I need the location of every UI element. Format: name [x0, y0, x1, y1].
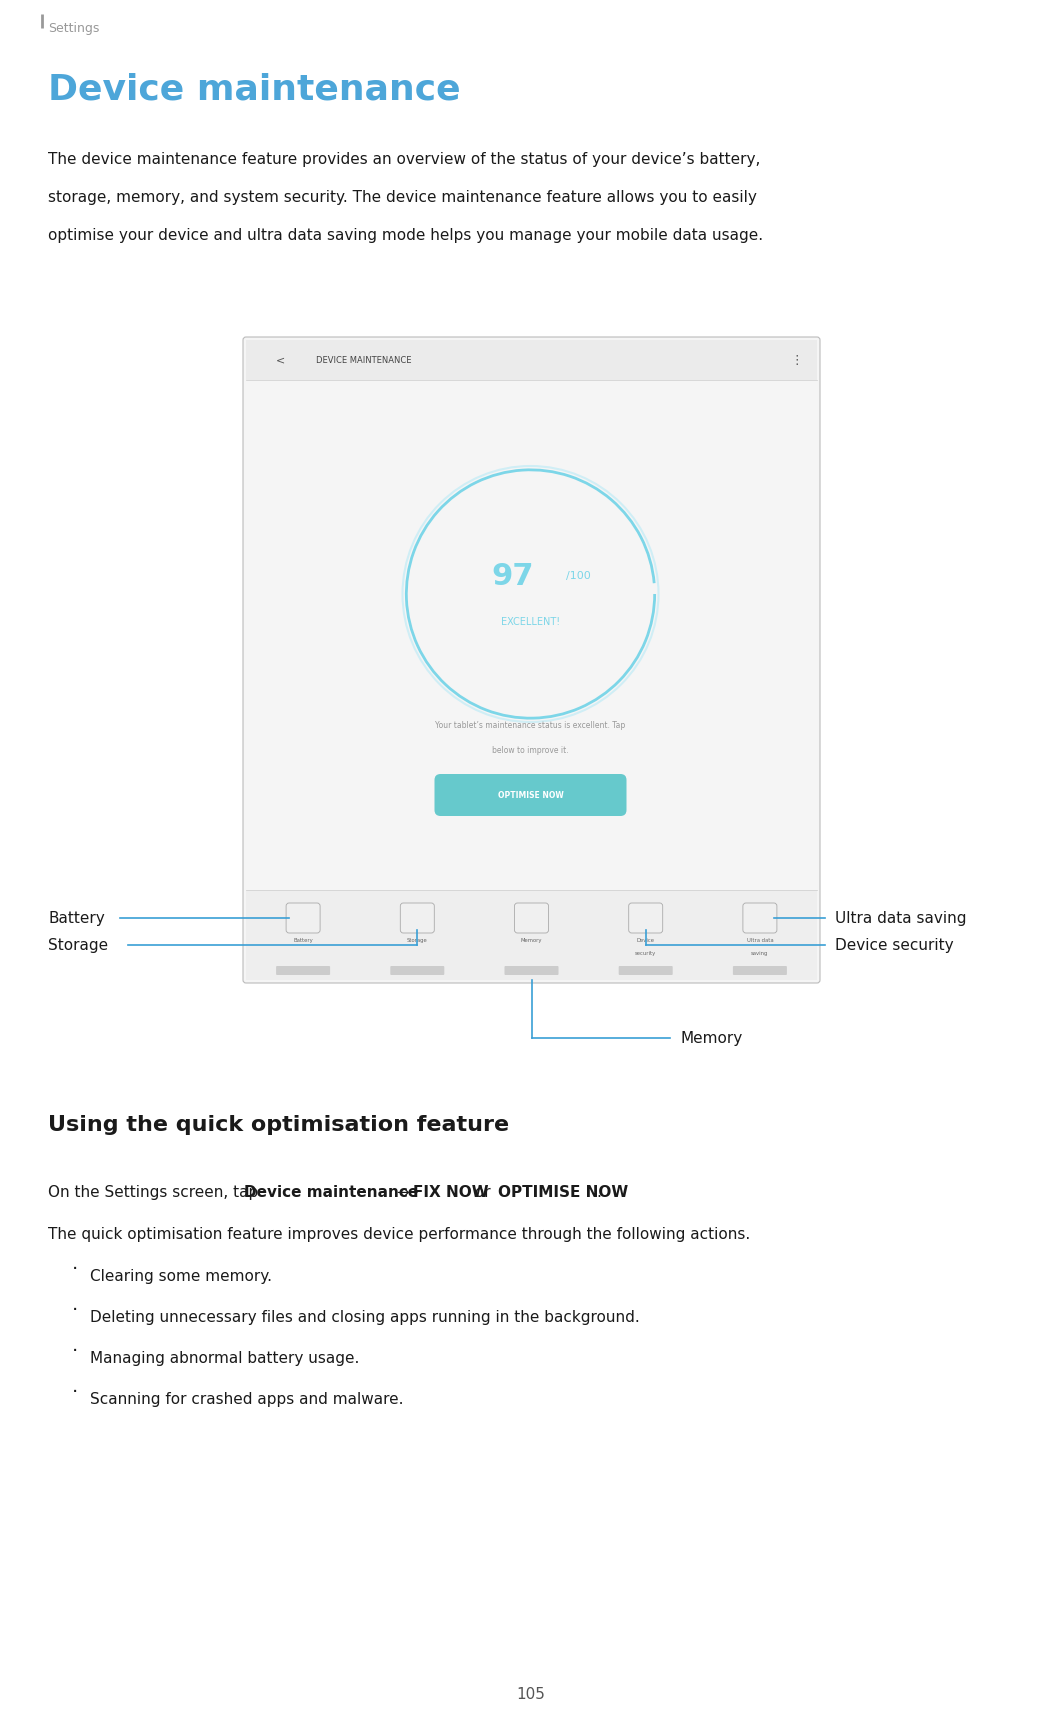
- FancyBboxPatch shape: [629, 902, 663, 933]
- Text: Deleting unnecessary files and closing apps running in the background.: Deleting unnecessary files and closing a…: [90, 1310, 640, 1325]
- Text: 97: 97: [491, 562, 534, 591]
- Text: Device maintenance: Device maintenance: [48, 72, 460, 107]
- FancyBboxPatch shape: [619, 966, 673, 975]
- FancyBboxPatch shape: [504, 966, 558, 975]
- Text: OPTIMISE NOW: OPTIMISE NOW: [498, 791, 563, 799]
- Bar: [246, 340, 817, 380]
- Text: security: security: [636, 951, 657, 956]
- Text: optimise your device and ultra data saving mode helps you manage your mobile dat: optimise your device and ultra data savi…: [48, 229, 763, 242]
- Text: FIX NOW: FIX NOW: [413, 1184, 488, 1200]
- Text: .: .: [596, 1184, 602, 1200]
- Text: Storage: Storage: [407, 939, 428, 944]
- Text: ·: ·: [72, 1260, 79, 1279]
- Text: below to improve it.: below to improve it.: [492, 746, 569, 755]
- Text: saving: saving: [751, 951, 768, 956]
- Text: OPTIMISE NOW: OPTIMISE NOW: [498, 1184, 628, 1200]
- Text: Battery: Battery: [48, 911, 105, 925]
- Text: The device maintenance feature provides an overview of the status of your device: The device maintenance feature provides …: [48, 151, 761, 167]
- Text: Clearing some memory.: Clearing some memory.: [90, 1269, 272, 1284]
- Text: or: or: [470, 1184, 495, 1200]
- Text: Your tablet’s maintenance status is excellent. Tap: Your tablet’s maintenance status is exce…: [435, 720, 626, 729]
- Text: DEVICE MAINTENANCE: DEVICE MAINTENANCE: [316, 356, 412, 364]
- Text: 105: 105: [516, 1686, 545, 1702]
- Text: ·: ·: [72, 1384, 79, 1403]
- FancyBboxPatch shape: [743, 902, 777, 933]
- FancyBboxPatch shape: [435, 774, 626, 817]
- Text: /100: /100: [567, 571, 591, 581]
- Text: Ultra data: Ultra data: [747, 939, 773, 944]
- Text: Device maintenance: Device maintenance: [244, 1184, 418, 1200]
- FancyBboxPatch shape: [400, 902, 434, 933]
- Text: Device security: Device security: [835, 937, 954, 952]
- FancyBboxPatch shape: [390, 966, 445, 975]
- Text: Using the quick optimisation feature: Using the quick optimisation feature: [48, 1116, 509, 1135]
- Text: Storage: Storage: [48, 937, 108, 952]
- Text: Managing abnormal battery usage.: Managing abnormal battery usage.: [90, 1351, 360, 1367]
- Text: storage, memory, and system security. The device maintenance feature allows you : storage, memory, and system security. Th…: [48, 191, 756, 205]
- Text: ·: ·: [72, 1343, 79, 1361]
- Text: ⋮: ⋮: [790, 354, 803, 366]
- Text: Device: Device: [637, 939, 655, 944]
- FancyBboxPatch shape: [515, 902, 549, 933]
- Text: Memory: Memory: [680, 1030, 743, 1045]
- Text: Battery: Battery: [293, 939, 313, 944]
- FancyBboxPatch shape: [286, 902, 320, 933]
- Text: →: →: [392, 1184, 414, 1200]
- Text: Scanning for crashed apps and malware.: Scanning for crashed apps and malware.: [90, 1392, 403, 1406]
- FancyBboxPatch shape: [276, 966, 330, 975]
- Text: <: <: [276, 356, 285, 364]
- FancyBboxPatch shape: [733, 966, 787, 975]
- Text: Ultra data saving: Ultra data saving: [835, 911, 967, 925]
- Text: EXCELLENT!: EXCELLENT!: [501, 617, 560, 627]
- Text: ·: ·: [72, 1301, 79, 1320]
- Text: The quick optimisation feature improves device performance through the following: The quick optimisation feature improves …: [48, 1227, 750, 1243]
- Text: Memory: Memory: [521, 939, 542, 944]
- Bar: [246, 890, 817, 980]
- Text: Settings: Settings: [48, 22, 100, 34]
- Text: On the Settings screen, tap: On the Settings screen, tap: [48, 1184, 263, 1200]
- FancyBboxPatch shape: [243, 337, 820, 983]
